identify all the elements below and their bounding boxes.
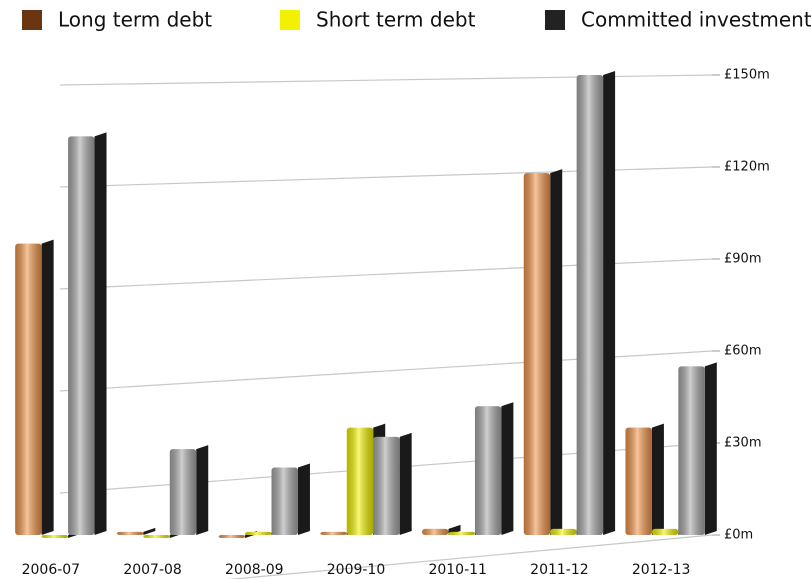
bar-shine — [625, 427, 652, 535]
legend-label: Committed investment — [581, 8, 811, 32]
x-tick-label: 2008-09 — [225, 562, 284, 578]
y-tick-label: £60m — [724, 344, 761, 359]
legend-swatch — [280, 10, 300, 30]
bar-shine — [320, 531, 347, 535]
bar-shine — [550, 528, 577, 535]
y-tick-label: £150m — [724, 68, 770, 83]
bar-shine — [474, 406, 502, 535]
y-tick-label: £120m — [724, 160, 770, 175]
bar-shine — [422, 528, 449, 535]
bar-side — [143, 527, 156, 535]
x-tick-label: 2012-13 — [632, 562, 691, 578]
bar-shine — [116, 531, 144, 535]
legend-swatch — [22, 10, 42, 30]
bar-shine — [143, 535, 170, 538]
bar-side — [501, 402, 514, 535]
bar-side — [41, 239, 54, 535]
bar-shine — [678, 366, 705, 535]
legend-label: Short term debt — [316, 8, 476, 32]
bar-shine — [218, 535, 246, 538]
x-tick-label: 2010-11 — [428, 562, 487, 578]
bar-side — [297, 463, 310, 535]
y-tick-label: £0m — [724, 528, 753, 543]
bar-side — [603, 71, 616, 535]
y-tick-label: £90m — [724, 252, 761, 267]
bar-side — [651, 423, 664, 535]
bar-shine — [523, 173, 551, 535]
bar-side — [550, 169, 563, 535]
bar-shine — [346, 427, 374, 535]
bar-shine — [448, 531, 475, 535]
bar-side — [196, 445, 209, 535]
bar-shine — [373, 436, 400, 535]
bar-shine — [169, 449, 197, 535]
legend-swatch — [545, 10, 565, 30]
bar-shine — [41, 535, 69, 538]
x-tick-label: 2007-08 — [123, 562, 182, 578]
bar-side — [94, 132, 107, 536]
x-tick-label: 2011-12 — [530, 562, 589, 578]
bar-shine — [651, 528, 679, 535]
bar-side — [399, 432, 412, 535]
y-tick-label: £30m — [724, 436, 761, 451]
bar-shine — [15, 243, 42, 535]
bar-shine — [68, 136, 95, 536]
grid-line — [227, 534, 713, 579]
bar-shine — [271, 467, 298, 535]
x-tick-label: 2006-07 — [22, 562, 81, 578]
bar-shine — [576, 75, 604, 535]
x-tick-label: 2009-10 — [327, 562, 386, 578]
bar-shine — [245, 531, 272, 535]
bar-side — [704, 362, 717, 535]
legend-label: Long term debt — [58, 8, 212, 32]
